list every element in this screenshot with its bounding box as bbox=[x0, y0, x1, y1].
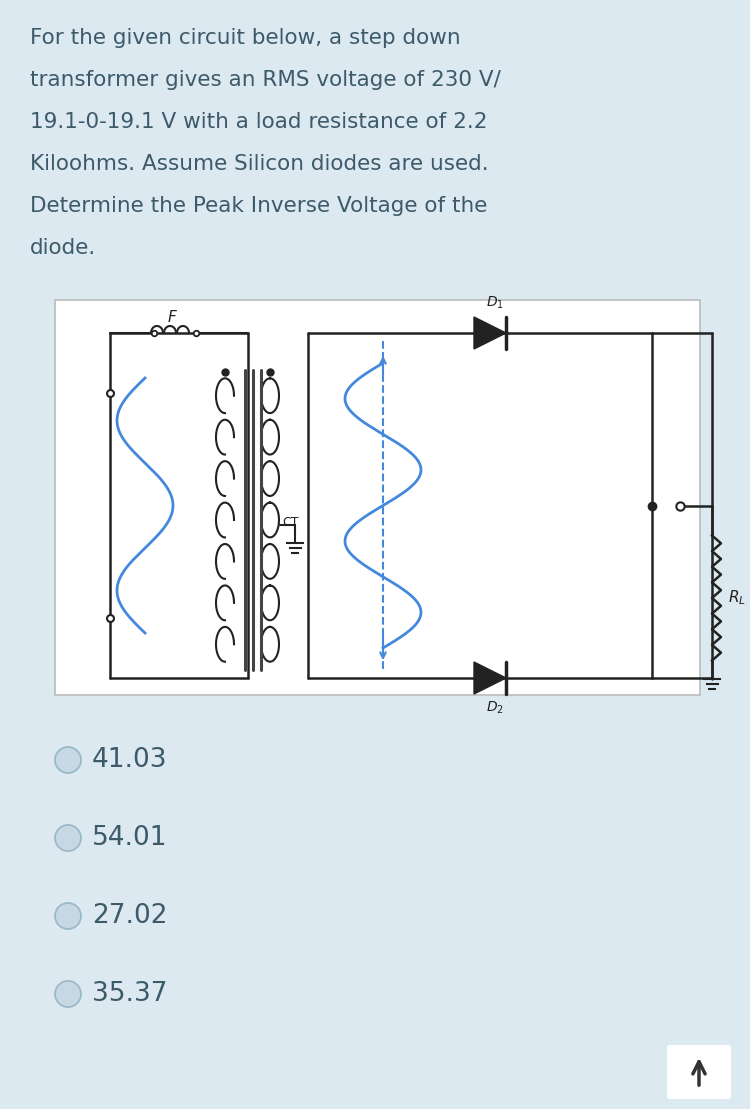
Text: 19.1-0-19.1 V with a load resistance of 2.2: 19.1-0-19.1 V with a load resistance of … bbox=[30, 112, 488, 132]
Circle shape bbox=[55, 981, 81, 1007]
Polygon shape bbox=[474, 662, 506, 694]
Text: Determine the Peak Inverse Voltage of the: Determine the Peak Inverse Voltage of th… bbox=[30, 196, 488, 216]
Text: 54.01: 54.01 bbox=[92, 825, 167, 851]
Text: 41.03: 41.03 bbox=[92, 747, 167, 773]
Circle shape bbox=[55, 903, 81, 929]
Circle shape bbox=[55, 825, 81, 851]
Text: CT: CT bbox=[282, 517, 298, 529]
Polygon shape bbox=[474, 317, 506, 349]
Text: For the given circuit below, a step down: For the given circuit below, a step down bbox=[30, 28, 460, 48]
FancyBboxPatch shape bbox=[667, 1045, 731, 1099]
Text: $R_L$: $R_L$ bbox=[728, 589, 746, 608]
Circle shape bbox=[55, 747, 81, 773]
Text: $D_1$: $D_1$ bbox=[486, 295, 504, 311]
Text: 27.02: 27.02 bbox=[92, 903, 167, 929]
Text: $F$: $F$ bbox=[166, 309, 178, 325]
Bar bbox=[55, 301, 700, 695]
Text: $D_2$: $D_2$ bbox=[486, 700, 504, 716]
Text: 35.37: 35.37 bbox=[92, 981, 167, 1007]
Text: diode.: diode. bbox=[30, 238, 96, 258]
Text: transformer gives an RMS voltage of 230 V/: transformer gives an RMS voltage of 230 … bbox=[30, 70, 501, 90]
Text: Kiloohms. Assume Silicon diodes are used.: Kiloohms. Assume Silicon diodes are used… bbox=[30, 154, 489, 174]
